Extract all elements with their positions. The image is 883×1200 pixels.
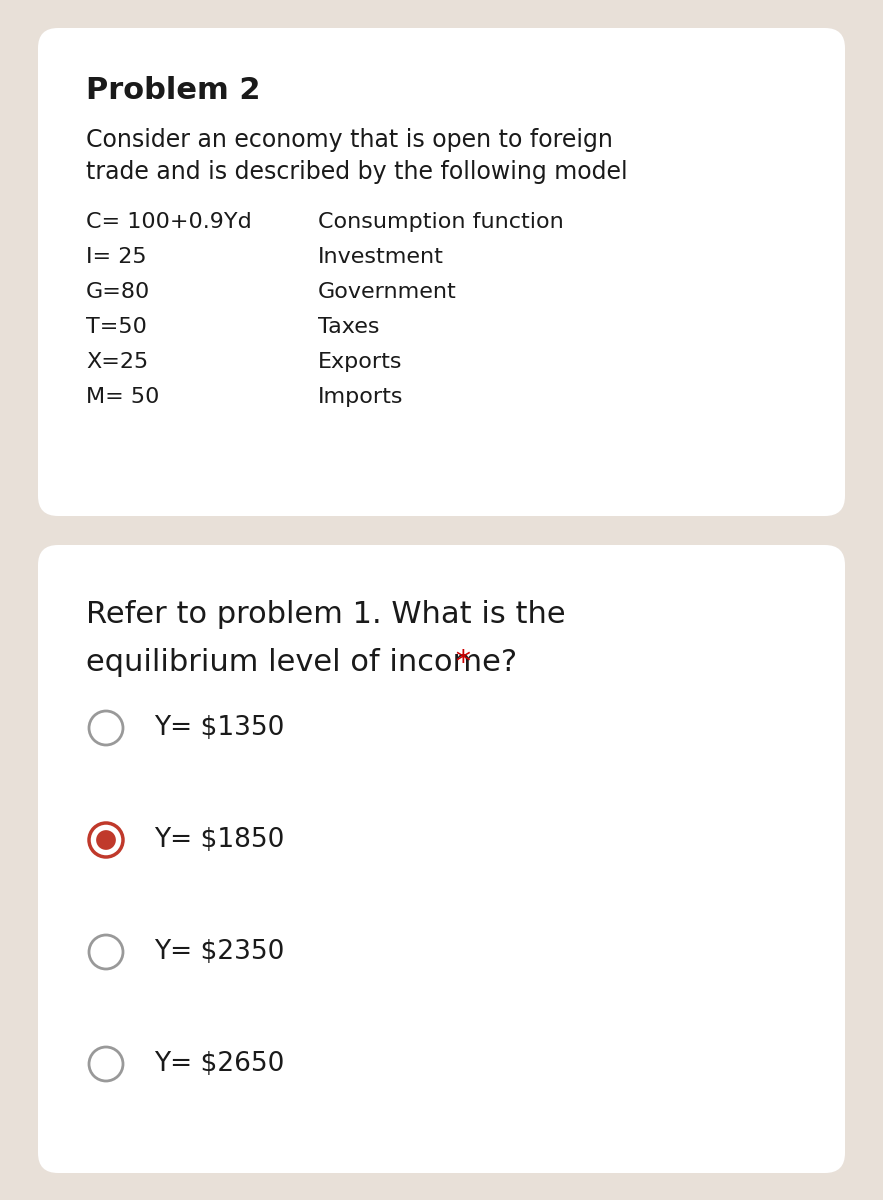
- Text: Y= $1350: Y= $1350: [154, 715, 284, 740]
- Circle shape: [89, 823, 123, 857]
- Text: Y= $2650: Y= $2650: [154, 1051, 284, 1078]
- Text: Y= $1850: Y= $1850: [154, 827, 284, 853]
- Text: equilibrium level of income?: equilibrium level of income?: [86, 648, 517, 677]
- Circle shape: [89, 1046, 123, 1081]
- Text: *: *: [446, 648, 471, 677]
- Text: trade and is described by the following model: trade and is described by the following …: [86, 160, 628, 184]
- Text: Imports: Imports: [318, 386, 404, 407]
- Text: Government: Government: [318, 282, 457, 302]
- Text: T=50: T=50: [86, 317, 147, 337]
- Circle shape: [89, 935, 123, 970]
- Text: Consider an economy that is open to foreign: Consider an economy that is open to fore…: [86, 128, 613, 152]
- Text: Problem 2: Problem 2: [86, 76, 260, 104]
- FancyBboxPatch shape: [38, 28, 845, 516]
- Text: C= 100+0.9Yd: C= 100+0.9Yd: [86, 212, 252, 232]
- Text: Y= $2350: Y= $2350: [154, 938, 284, 965]
- Circle shape: [96, 830, 116, 850]
- Text: G=80: G=80: [86, 282, 150, 302]
- Text: X=25: X=25: [86, 352, 148, 372]
- Text: Taxes: Taxes: [318, 317, 380, 337]
- Text: Refer to problem 1. What is the: Refer to problem 1. What is the: [86, 600, 566, 629]
- Circle shape: [89, 710, 123, 745]
- Text: I= 25: I= 25: [86, 247, 147, 266]
- Text: Exports: Exports: [318, 352, 403, 372]
- FancyBboxPatch shape: [38, 545, 845, 1174]
- Text: M= 50: M= 50: [86, 386, 159, 407]
- Text: Investment: Investment: [318, 247, 444, 266]
- Text: Consumption function: Consumption function: [318, 212, 563, 232]
